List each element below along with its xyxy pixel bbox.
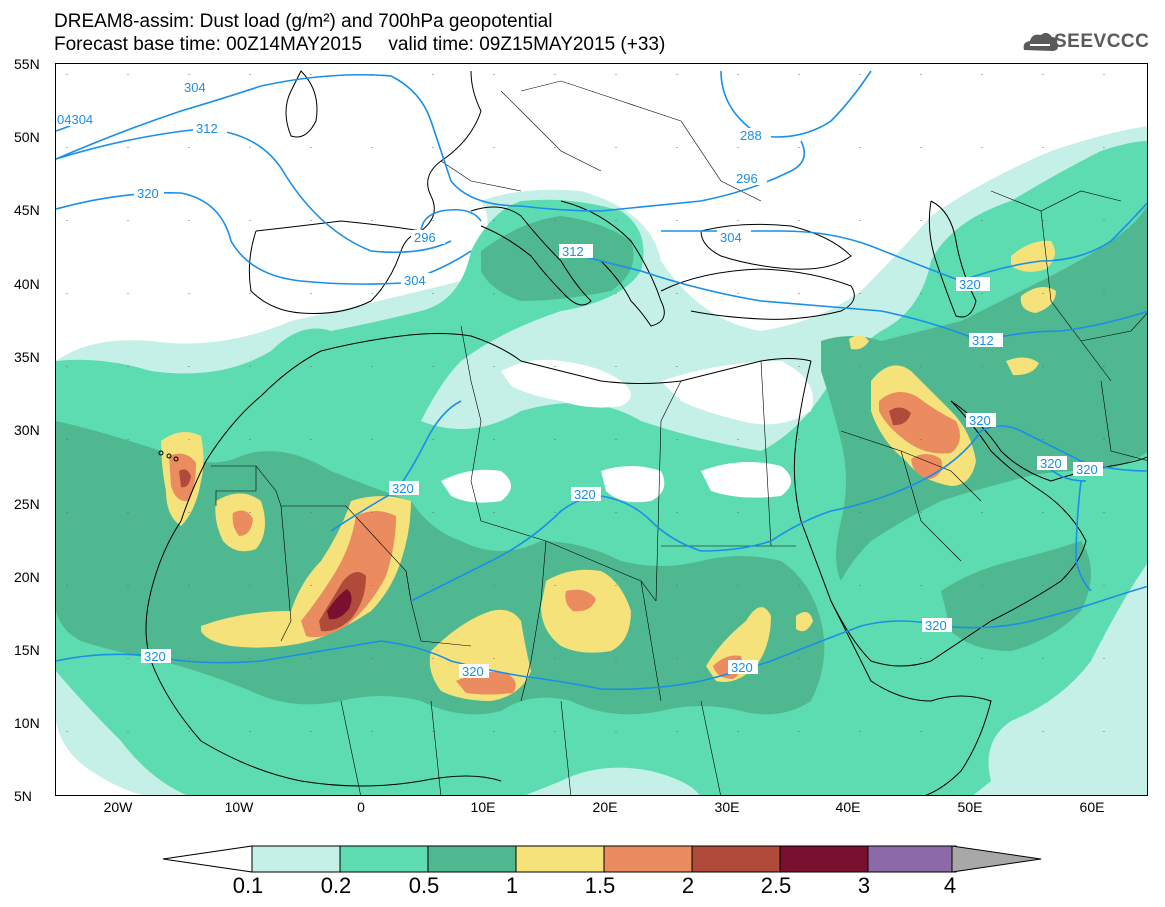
lon-label: 0 (357, 799, 365, 815)
lat-label: 55N (14, 56, 40, 72)
lon-label: 10E (470, 799, 496, 815)
contour-label: 312 (562, 244, 584, 259)
contour-label: 288 (740, 128, 762, 143)
lon-label: 10W (224, 799, 254, 815)
contour-label: 04304 (57, 112, 93, 127)
lat-label: 50N (14, 129, 40, 145)
logo-text: SEEVCCC (1054, 31, 1150, 52)
colorbar-cell (427, 845, 517, 873)
cloud-icon (1023, 32, 1058, 51)
colorbar-label: 1.5 (584, 873, 616, 898)
lat-label: 45N (14, 202, 40, 218)
lat-label: 30N (14, 422, 40, 438)
contour-label: 320 (462, 664, 484, 679)
lon-label: 60E (1079, 799, 1105, 815)
colorbar-label: 2.5 (760, 873, 792, 898)
colorbar (162, 845, 1042, 873)
colorbar-label: 2 (681, 873, 695, 898)
contour-label: 304 (184, 80, 206, 95)
colorbar-cell (603, 845, 693, 873)
contour-label: 304 (720, 230, 742, 245)
contour-label: 320 (925, 618, 947, 633)
lon-label: 50E (957, 799, 983, 815)
lat-label: 5N (14, 788, 32, 804)
contour-label: 320 (137, 186, 159, 201)
graticule (56, 64, 1147, 795)
lat-label: 25N (14, 496, 40, 512)
lon-label: 40E (835, 799, 861, 815)
contour-labels: 304 04304 312 320 296 304 296 288 312 30… (57, 80, 1103, 679)
lon-label: 20E (592, 799, 618, 815)
geopotential-contours (56, 70, 1147, 691)
colorbar-label: 4 (943, 873, 957, 898)
colorbar-cell (251, 845, 341, 873)
contour-label: 320 (1040, 456, 1062, 471)
colorbar-cell (867, 845, 957, 873)
colorbar-cell (515, 845, 605, 873)
lat-label: 40N (14, 276, 40, 292)
contour-label: 312 (196, 121, 218, 136)
dust-map: 304 04304 312 320 296 304 296 288 312 30… (55, 63, 1148, 796)
lat-label: 10N (14, 715, 40, 731)
contour-label: 296 (414, 230, 436, 245)
contour-label: 320 (731, 660, 753, 675)
contour-label: 320 (392, 481, 414, 496)
map-title: DREAM8-assim: Dust load (g/m²) and 700hP… (54, 11, 553, 32)
contour-label: 320 (1076, 462, 1098, 477)
colorbar-label: 0.2 (320, 873, 352, 898)
contour-label: 320 (959, 277, 981, 292)
colorbar-min-triangle (162, 845, 253, 873)
lat-label: 20N (14, 569, 40, 585)
dust-map-canvas: 304 04304 312 320 296 304 296 288 312 30… (56, 64, 1147, 795)
contour-label: 304 (404, 273, 426, 288)
contour-label: 320 (144, 649, 166, 664)
contour-label: 320 (969, 413, 991, 428)
colorbar-cell (691, 845, 781, 873)
colorbar-label: 3 (857, 873, 871, 898)
colorbar-label: 0.5 (408, 873, 440, 898)
map-subtitle: Forecast base time: 00Z14MAY2015 valid t… (54, 34, 666, 55)
colorbar-cell (339, 845, 429, 873)
contour-label: 312 (972, 333, 994, 348)
contour-label: 296 (736, 171, 758, 186)
lat-label: 35N (14, 349, 40, 365)
colorbar-label: 1 (505, 873, 519, 898)
colorbar-label: 0.1 (232, 873, 264, 898)
colorbar-cell (779, 845, 869, 873)
lat-label: 15N (14, 642, 40, 658)
lon-label: 20W (103, 799, 133, 815)
colorbar-max-triangle (951, 845, 1042, 873)
contour-label: 320 (574, 487, 596, 502)
lon-label: 30E (714, 799, 740, 815)
